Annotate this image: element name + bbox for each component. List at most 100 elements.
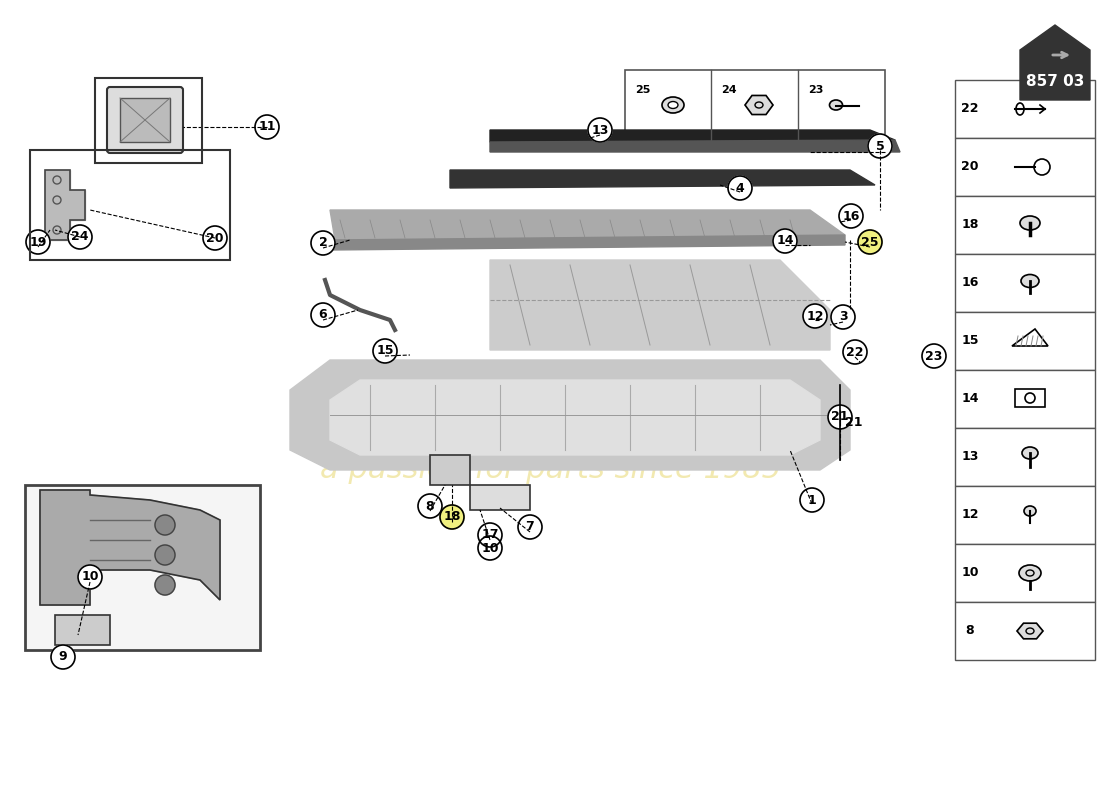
Text: 24: 24: [72, 230, 89, 243]
Text: 25: 25: [861, 235, 879, 249]
Circle shape: [800, 488, 824, 512]
Polygon shape: [1020, 25, 1090, 100]
Circle shape: [78, 565, 102, 589]
Ellipse shape: [1020, 216, 1040, 230]
Circle shape: [373, 339, 397, 363]
Text: 10: 10: [81, 570, 99, 583]
Bar: [955, 370, 1094, 428]
Polygon shape: [40, 490, 220, 605]
Circle shape: [155, 545, 175, 565]
Circle shape: [922, 344, 946, 368]
Text: 16: 16: [961, 277, 979, 290]
Text: 9: 9: [58, 650, 67, 663]
Circle shape: [418, 494, 442, 518]
Text: 10: 10: [961, 566, 979, 579]
Ellipse shape: [1021, 274, 1040, 287]
Circle shape: [830, 305, 855, 329]
Circle shape: [311, 231, 336, 255]
Polygon shape: [330, 235, 845, 250]
Circle shape: [311, 303, 336, 327]
Bar: [25, 485, 260, 650]
Text: 22: 22: [961, 102, 979, 115]
Circle shape: [518, 515, 542, 539]
Circle shape: [51, 645, 75, 669]
Polygon shape: [290, 360, 850, 470]
Polygon shape: [490, 140, 900, 152]
Bar: [955, 138, 1094, 196]
Circle shape: [803, 304, 827, 328]
Bar: [625, 70, 886, 140]
Circle shape: [839, 204, 864, 228]
Circle shape: [828, 405, 852, 429]
Text: 8: 8: [426, 499, 434, 513]
Text: 13: 13: [592, 123, 608, 137]
Bar: [30, 150, 230, 260]
Circle shape: [26, 230, 50, 254]
Circle shape: [478, 536, 502, 560]
Bar: [95, 78, 202, 163]
Ellipse shape: [668, 102, 678, 109]
FancyBboxPatch shape: [107, 87, 183, 153]
Polygon shape: [490, 260, 830, 350]
Polygon shape: [490, 130, 895, 142]
Text: 23: 23: [925, 350, 943, 362]
Bar: [120, 98, 170, 142]
Text: 24: 24: [722, 85, 737, 95]
Circle shape: [588, 118, 612, 142]
Bar: [430, 455, 470, 485]
Text: 12: 12: [806, 310, 824, 322]
Bar: [955, 312, 1094, 370]
Text: 18: 18: [961, 218, 979, 231]
Bar: [955, 602, 1094, 660]
Bar: [55, 615, 110, 645]
Text: 11: 11: [258, 121, 276, 134]
Bar: [955, 80, 1094, 138]
Ellipse shape: [662, 97, 684, 113]
Text: 3: 3: [838, 310, 847, 323]
Polygon shape: [450, 170, 874, 188]
Text: 6: 6: [319, 309, 328, 322]
Text: 13: 13: [961, 450, 979, 463]
Circle shape: [255, 115, 279, 139]
Text: 12: 12: [961, 509, 979, 522]
Circle shape: [155, 575, 175, 595]
Circle shape: [728, 176, 752, 200]
Ellipse shape: [1022, 447, 1038, 459]
Text: 25: 25: [636, 85, 651, 95]
Text: 20: 20: [961, 161, 979, 174]
Text: 5: 5: [876, 139, 884, 153]
Text: 14: 14: [777, 234, 794, 247]
Text: 20: 20: [207, 231, 223, 245]
Bar: [1015, 389, 1045, 407]
Circle shape: [478, 523, 502, 547]
Ellipse shape: [1024, 506, 1036, 516]
Bar: [470, 485, 530, 510]
Circle shape: [858, 230, 882, 254]
Polygon shape: [330, 210, 845, 240]
Circle shape: [68, 225, 92, 249]
Bar: [955, 486, 1094, 544]
Text: 17: 17: [482, 529, 498, 542]
Text: euroParts: euroParts: [329, 361, 771, 439]
Circle shape: [773, 229, 798, 253]
Text: 21: 21: [832, 410, 849, 423]
Polygon shape: [745, 95, 773, 114]
Text: 4: 4: [736, 182, 745, 194]
Text: 21: 21: [845, 415, 862, 429]
Text: 19: 19: [30, 235, 46, 249]
Text: a passion for parts since 1985: a passion for parts since 1985: [319, 455, 781, 485]
Text: 14: 14: [961, 393, 979, 406]
Circle shape: [155, 515, 175, 535]
Bar: [955, 254, 1094, 312]
Polygon shape: [45, 170, 85, 240]
Text: 22: 22: [846, 346, 864, 358]
Text: 15: 15: [961, 334, 979, 347]
Text: 2: 2: [319, 237, 328, 250]
Text: 8: 8: [966, 625, 975, 638]
Text: 10: 10: [482, 542, 498, 554]
Bar: [955, 196, 1094, 254]
Bar: [955, 428, 1094, 486]
Circle shape: [204, 226, 227, 250]
Polygon shape: [1018, 623, 1043, 638]
Text: 15: 15: [376, 345, 394, 358]
